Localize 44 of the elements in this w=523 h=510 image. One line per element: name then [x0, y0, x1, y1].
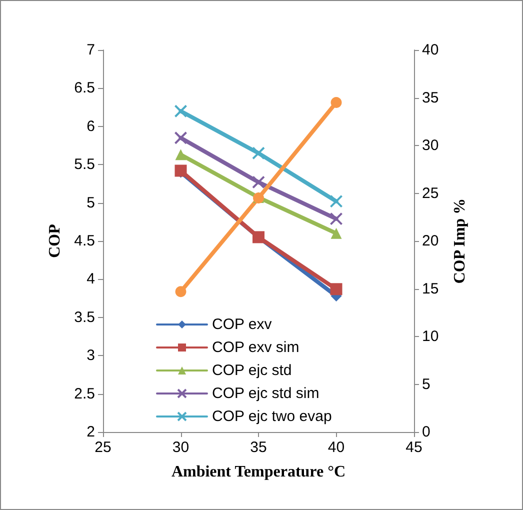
point	[330, 194, 343, 208]
y2-tick-label: 25	[422, 184, 439, 202]
point	[174, 131, 188, 144]
y2-tick-label: 40	[422, 42, 439, 58]
y-tick-label: 4.5	[74, 232, 95, 250]
y2-tick-label: 20	[422, 232, 439, 250]
legend-label: COP ejc std	[212, 362, 292, 379]
y2-axis-title: COP Imp %	[452, 198, 468, 284]
x-tick-label: 25	[94, 439, 112, 456]
point	[175, 286, 186, 298]
y2-tick-label: 0	[422, 424, 430, 440]
point	[330, 97, 342, 108]
y2-tick-label: 30	[422, 137, 439, 154]
y2-tick-label: 5	[422, 376, 430, 393]
point	[330, 283, 342, 296]
point	[330, 212, 343, 226]
legend-label: COP ejc two evap	[212, 408, 332, 425]
legend-label: COP ejc std sim	[212, 385, 320, 402]
y2-tick-label: 35	[422, 89, 439, 106]
x-tick-label: 35	[250, 439, 267, 456]
y-tick-label: 6	[86, 118, 95, 135]
y2-tick-label: 10	[422, 328, 439, 345]
point	[175, 149, 186, 160]
y-tick-label: 3	[86, 347, 95, 364]
y-tick-label: 6.5	[74, 80, 95, 97]
point	[252, 176, 265, 189]
y-axis-title: COP	[46, 224, 64, 258]
x-tick-label: 30	[172, 439, 190, 456]
x-tick-label: 45	[406, 439, 422, 456]
y-tick-label: 5.5	[74, 156, 95, 174]
point	[252, 146, 265, 160]
y-tick-label: 7	[86, 42, 95, 58]
y2-tick-label: 15	[422, 280, 439, 298]
y-tick-label: 3.5	[74, 308, 95, 326]
y-tick-label: 4	[86, 270, 95, 288]
x-axis-title: Ambient Temperature °C	[171, 464, 346, 480]
y-tick-label: 5	[86, 194, 95, 212]
x-tick-label: 40	[328, 439, 345, 456]
y-tick-label: 2	[86, 424, 95, 440]
legend-label: COP exv sim	[212, 339, 300, 356]
point	[330, 228, 342, 239]
y-tick-label: 2.5	[74, 385, 95, 402]
legend-label: COP exv	[212, 316, 272, 333]
point	[174, 104, 188, 118]
